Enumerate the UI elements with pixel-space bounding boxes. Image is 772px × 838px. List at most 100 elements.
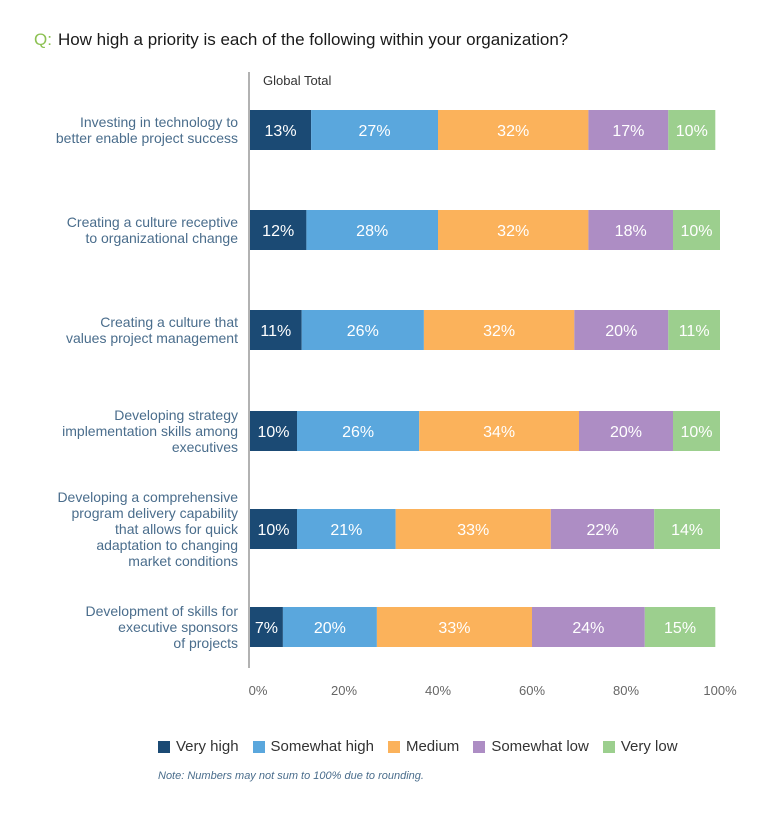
category-label-line: Creating a culture receptive [66, 214, 238, 230]
bar-segment-somewhat-low-row-5 [550, 509, 655, 549]
category-label-line: Developing strategy [114, 407, 238, 423]
bar-segment-very-high-row-6 [250, 607, 283, 647]
data-label-very-high-row-1: 13% [265, 123, 297, 140]
footnote: Note: Numbers may not sum to 100% due to… [158, 770, 424, 782]
category-label-line: program delivery capability [71, 505, 238, 521]
bar-segment-somewhat-high-row-1 [311, 110, 438, 150]
category-label-line: executive sponsors [118, 619, 238, 635]
category-label-line: market conditions [128, 553, 238, 569]
bar-segment-very-high-row-5 [250, 509, 297, 549]
data-label-somewhat-high-row-6: 20% [314, 620, 346, 637]
data-label-somewhat-low-row-1: 17% [612, 123, 644, 140]
legend-swatch-very-high [158, 740, 170, 753]
bar-segment-very-high-row-2 [250, 210, 307, 250]
category-label-line: better enable project success [55, 130, 238, 146]
data-label-medium-row-4: 34% [483, 424, 515, 441]
category-label-row-3: Creating a culture that values project ma… [18, 314, 238, 346]
x-tick-label-2: 40% [425, 683, 451, 698]
bar-segment-somewhat-high-row-6 [282, 607, 377, 647]
bar-segment-very-low-row-5 [654, 509, 720, 549]
data-label-very-low-row-2: 10% [680, 223, 712, 240]
category-label-line: that allows for quick [115, 521, 238, 537]
bar-segment-somewhat-high-row-3 [301, 310, 424, 350]
bar-segment-very-low-row-3 [668, 310, 720, 350]
bar-segment-somewhat-low-row-6 [532, 607, 645, 647]
legend-swatch-very-low [602, 740, 615, 753]
bar-segment-somewhat-low-row-4 [579, 411, 673, 451]
data-label-very-high-row-6: 7% [255, 620, 278, 637]
question-title: Q: How high a priority is each of the fol… [34, 30, 568, 50]
bar-segment-somewhat-high-row-4 [297, 411, 420, 451]
category-label-line: of projects [173, 635, 238, 651]
legend-label-medium: Medium [405, 738, 460, 755]
legend-item-very-high: Very high [158, 738, 239, 755]
legend-item-somewhat-high: Somewhat high [252, 738, 374, 755]
bar-segment-somewhat-low-row-2 [588, 210, 673, 250]
x-tick-label-0: 0% [249, 683, 268, 698]
category-label-line: executives [171, 439, 238, 455]
data-label-very-high-row-2: 12% [262, 223, 294, 240]
legend-item-very-low: Very low [602, 738, 678, 755]
bar-segment-very-low-row-4 [673, 411, 720, 451]
data-label-very-low-row-4: 10% [680, 424, 712, 441]
category-label-line: to organizational change [85, 230, 238, 246]
data-label-somewhat-high-row-3: 26% [347, 323, 379, 340]
data-label-medium-row-1: 32% [497, 123, 529, 140]
legend-label-very-low: Very low [620, 738, 678, 755]
bar-segment-very-low-row-6 [644, 607, 716, 647]
category-label-row-6: Development of skills for executive spons… [18, 603, 238, 651]
bar-segment-medium-row-5 [395, 509, 551, 549]
x-tick-label-1: 20% [331, 683, 357, 698]
question-prefix: Q: [34, 30, 52, 49]
legend-item-medium: Medium [387, 738, 460, 755]
bar-segment-somewhat-high-row-5 [297, 509, 396, 549]
data-label-very-high-row-3: 11% [260, 323, 291, 340]
bar-segment-medium-row-2 [438, 210, 589, 250]
data-label-medium-row-6: 33% [438, 620, 470, 637]
category-label-line: Developing a comprehensive [57, 489, 238, 505]
data-label-somewhat-low-row-5: 22% [586, 522, 618, 539]
bar-segment-very-low-row-2 [673, 210, 720, 250]
category-label-line: Creating a culture that [100, 314, 238, 330]
data-label-somewhat-high-row-2: 28% [356, 223, 388, 240]
x-tick-label-5: 100% [703, 683, 737, 698]
data-label-very-low-row-3: 11% [679, 323, 710, 340]
legend-label-very-high: Very high [176, 738, 239, 755]
bar-segment-medium-row-4 [419, 411, 579, 451]
bar-segment-somewhat-high-row-2 [306, 210, 438, 250]
chart-legend: Very high Somewhat high Medium Somewhat … [158, 738, 678, 755]
bar-segment-somewhat-low-row-1 [588, 110, 669, 150]
category-label-line: Investing in technology to [80, 114, 238, 130]
data-label-very-high-row-5: 10% [257, 522, 289, 539]
category-label-row-1: Investing in technology to better enable … [18, 114, 238, 146]
bar-segment-very-high-row-1 [250, 110, 312, 150]
chart-subtitle: Global Total [263, 73, 332, 88]
data-label-somewhat-high-row-1: 27% [359, 123, 391, 140]
data-label-somewhat-low-row-3: 20% [605, 323, 637, 340]
category-label-line: adaptation to changing [96, 537, 238, 553]
legend-swatch-somewhat-low [473, 740, 486, 753]
data-label-very-low-row-5: 14% [671, 522, 703, 539]
bar-segment-medium-row-3 [423, 310, 575, 350]
bar-segment-very-high-row-3 [250, 310, 302, 350]
legend-label-somewhat-high: Somewhat high [270, 738, 374, 755]
bar-segment-medium-row-1 [438, 110, 589, 150]
question-text: How high a priority is each of the follo… [57, 30, 569, 49]
data-label-somewhat-low-row-6: 24% [572, 620, 604, 637]
bar-segment-medium-row-6 [376, 607, 532, 647]
category-label-row-2: Creating a culture receptive to organizat… [18, 214, 238, 246]
bar-segment-very-low-row-1 [668, 110, 716, 150]
bar-segment-very-high-row-4 [250, 411, 297, 451]
data-label-very-low-row-6: 15% [664, 620, 696, 637]
data-label-medium-row-2: 32% [497, 223, 529, 240]
data-label-somewhat-low-row-4: 20% [610, 424, 642, 441]
category-label-row-4: Developing strategy implementation skills… [18, 407, 238, 455]
x-tick-label-3: 60% [519, 683, 545, 698]
data-label-somewhat-high-row-5: 21% [330, 522, 362, 539]
category-label-line: implementation skills among [62, 423, 238, 439]
data-label-very-high-row-4: 10% [257, 424, 289, 441]
x-tick-label-4: 80% [613, 683, 639, 698]
data-label-somewhat-high-row-4: 26% [342, 424, 374, 441]
category-label-line: Development of skills for [85, 603, 238, 619]
